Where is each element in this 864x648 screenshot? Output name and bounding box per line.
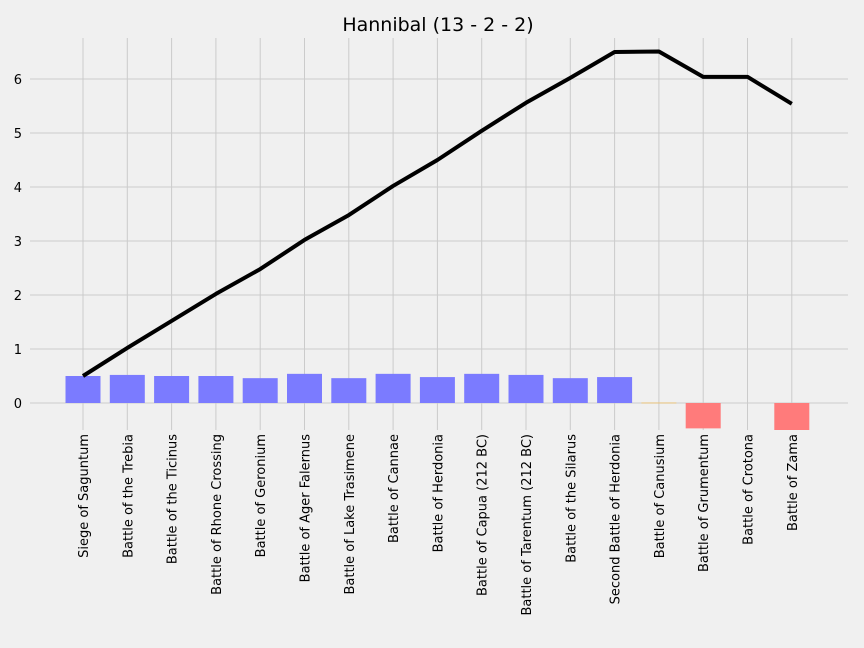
x-tick-label: Siege of Saguntum	[77, 434, 92, 558]
bar-13	[641, 402, 677, 404]
x-tick-label: Battle of the Ticinus	[166, 434, 181, 564]
bar-3	[198, 376, 234, 403]
x-tick-label: Battle of Ager Falernus	[299, 434, 314, 583]
cumulative-line	[81, 49, 793, 378]
x-tick-label: Battle of the Silarus	[564, 434, 579, 563]
x-tick-label: Battle of Herdonia	[431, 434, 446, 552]
bar-1	[109, 374, 145, 403]
grid	[30, 38, 848, 430]
bar-6	[331, 378, 367, 403]
chart-title: Hannibal (13 - 2 - 2)	[342, 14, 533, 36]
y-tick-label: 6	[14, 73, 22, 88]
bar-8	[419, 377, 455, 403]
bar-7	[375, 373, 411, 403]
bar-11	[552, 378, 588, 403]
y-tick-label: 1	[14, 343, 22, 358]
y-tick-label: 3	[14, 235, 22, 250]
bar-5	[287, 373, 322, 403]
bar-0	[65, 376, 101, 403]
x-tick-label: Battle of Cannae	[387, 434, 402, 543]
line-series	[81, 49, 793, 378]
x-tick-label: Battle of Crotona	[742, 434, 757, 545]
x-tick-label: Second Battle of Herdonia	[609, 434, 624, 604]
x-axis: Siege of Saguntum Battle of the Trebia Bat…	[77, 434, 801, 616]
bar-16	[774, 403, 810, 430]
bars	[65, 373, 810, 430]
x-tick-label: Battle of Canusium	[653, 434, 668, 558]
x-tick-label: Battle of Lake Trasimene	[343, 434, 358, 595]
x-tick-label: Battle of Rhone Crossing	[210, 434, 225, 595]
x-tick-label: Battle of Geronium	[254, 434, 269, 557]
y-tick-label: 2	[14, 289, 22, 304]
x-tick-label: Battle of Zama	[786, 434, 801, 531]
y-axis: 0 1 2 3 4 5 6	[14, 73, 22, 412]
bar-2	[154, 376, 190, 403]
x-tick-label: Battle of the Trebia	[121, 434, 136, 558]
bar-4	[242, 378, 278, 403]
bar-9	[464, 373, 500, 403]
y-tick-label: 5	[14, 127, 22, 142]
bar-12	[597, 377, 633, 403]
x-tick-label: Battle of Grumentum	[697, 434, 712, 572]
x-tick-label: Battle of Capua (212 BC)	[476, 434, 491, 596]
bar-10	[508, 374, 544, 403]
x-tick-label: Battle of Tarentum (212 BC)	[520, 434, 535, 616]
y-tick-label: 4	[14, 181, 22, 196]
y-tick-label: 0	[14, 397, 22, 412]
bar-14	[685, 403, 721, 429]
